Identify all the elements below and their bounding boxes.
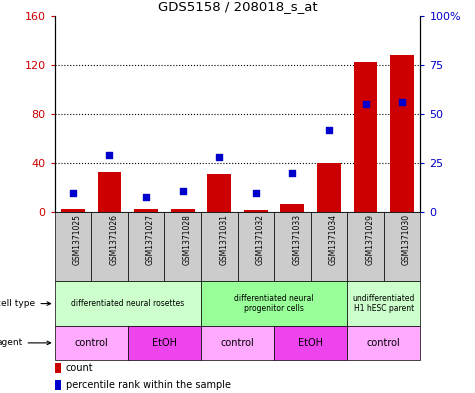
Bar — [55, 363, 61, 373]
Text: GSM1371027: GSM1371027 — [146, 214, 155, 265]
Point — [69, 189, 77, 196]
Point — [289, 170, 296, 176]
Bar — [164, 212, 201, 281]
Bar — [128, 326, 201, 360]
Text: GSM1371025: GSM1371025 — [73, 214, 82, 265]
Text: GSM1371033: GSM1371033 — [293, 214, 301, 265]
Text: differentiated neural rosettes: differentiated neural rosettes — [71, 299, 184, 308]
Text: control: control — [74, 338, 108, 348]
Point — [398, 99, 406, 105]
Text: GSM1371034: GSM1371034 — [329, 214, 338, 265]
Point — [362, 101, 370, 107]
Point — [252, 189, 259, 196]
Bar — [384, 212, 420, 281]
Text: GSM1371030: GSM1371030 — [402, 214, 411, 265]
Bar — [390, 55, 414, 212]
Text: GSM1371031: GSM1371031 — [219, 214, 228, 265]
Text: cell type: cell type — [0, 299, 51, 308]
Bar — [274, 212, 311, 281]
Point — [105, 152, 113, 158]
Bar — [55, 281, 201, 326]
Bar — [347, 326, 420, 360]
Bar — [55, 212, 91, 281]
Text: undifferentiated
H1 hESC parent: undifferentiated H1 hESC parent — [352, 294, 415, 313]
Bar — [128, 212, 164, 281]
Text: EtOH: EtOH — [298, 338, 323, 348]
Bar — [238, 212, 274, 281]
Text: control: control — [367, 338, 401, 348]
Bar — [280, 204, 304, 212]
Bar — [201, 326, 274, 360]
Text: EtOH: EtOH — [152, 338, 177, 348]
Point — [325, 127, 332, 133]
Bar — [97, 172, 122, 212]
Point — [142, 193, 150, 200]
Bar — [244, 210, 268, 212]
Bar — [61, 209, 85, 212]
Bar — [171, 209, 195, 212]
Text: GSM1371026: GSM1371026 — [109, 214, 118, 265]
Bar — [317, 163, 341, 212]
Text: differentiated neural
progenitor cells: differentiated neural progenitor cells — [234, 294, 314, 313]
Bar — [55, 326, 128, 360]
Text: GSM1371029: GSM1371029 — [366, 214, 374, 265]
Bar — [55, 380, 61, 390]
Text: count: count — [66, 363, 94, 373]
Bar — [207, 174, 231, 212]
Bar — [311, 212, 347, 281]
Bar — [201, 212, 238, 281]
Bar — [201, 281, 347, 326]
Text: agent: agent — [0, 338, 51, 347]
Text: percentile rank within the sample: percentile rank within the sample — [66, 380, 231, 390]
Bar — [347, 281, 420, 326]
Point — [179, 187, 186, 194]
Bar — [347, 212, 384, 281]
Text: GSM1371032: GSM1371032 — [256, 214, 265, 265]
Text: GSM1371028: GSM1371028 — [182, 214, 191, 265]
Bar — [134, 209, 158, 212]
Bar — [91, 212, 128, 281]
Bar — [274, 326, 347, 360]
Text: control: control — [220, 338, 255, 348]
Point — [216, 154, 223, 160]
Bar — [353, 62, 378, 212]
Title: GDS5158 / 208018_s_at: GDS5158 / 208018_s_at — [158, 0, 317, 13]
